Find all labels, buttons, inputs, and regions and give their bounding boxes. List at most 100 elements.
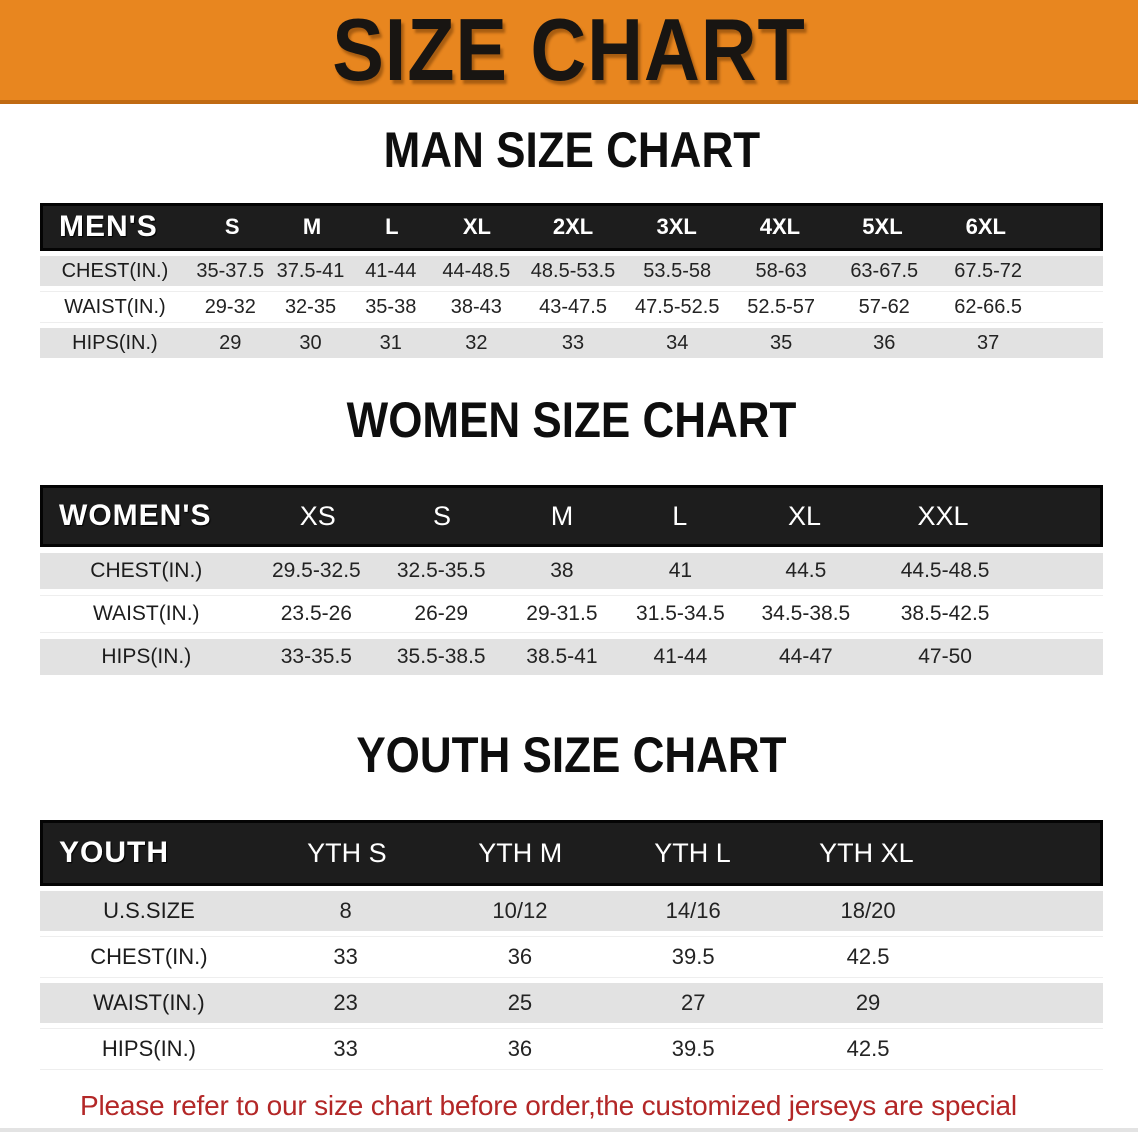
size-value: 43-47.5 [539, 295, 607, 318]
size-value: 41-44 [365, 259, 417, 282]
size-value: 36 [507, 1036, 533, 1061]
youth-section-heading: YOUTH SIZE CHART [40, 729, 1103, 794]
row-label: CHEST(IN.) [61, 259, 169, 282]
size-value: 35 [770, 331, 793, 354]
size-value: 27 [680, 990, 706, 1015]
table-header-label: YOUTH [59, 836, 169, 869]
size-column-header: YTH L [654, 837, 731, 868]
row-label: CHEST(IN.) [90, 559, 203, 582]
table-row: CHEST(IN.) 35-37.5 37.5-41 41-44 44-48.5 48.5… [40, 256, 1103, 286]
size-value: 34.5-38.5 [761, 602, 851, 625]
size-column-header: 5XL [862, 214, 903, 239]
size-value: 39.5 [671, 1036, 715, 1061]
table-row: HIPS(IN.) 29 30 31 32 33 34 35 36 37 [40, 328, 1103, 358]
bottom-edge-strip [0, 1128, 1138, 1132]
size-value: 48.5-53.5 [530, 259, 616, 282]
size-value: 31 [379, 331, 402, 354]
size-value: 39.5 [671, 944, 715, 969]
size-value: 23.5-26 [280, 602, 352, 625]
size-column-header: 2XL [552, 214, 594, 239]
size-value: 36 [507, 944, 533, 969]
size-column-header: XS [299, 500, 336, 531]
size-value: 26-29 [414, 602, 469, 625]
men-section-heading-text: MAN SIZE CHART [383, 122, 760, 178]
size-value: 29 [219, 331, 242, 354]
size-value: 18/20 [840, 898, 896, 923]
row-label: HIPS(IN.) [72, 331, 158, 354]
table-row: CHEST(IN.) 33 36 39.5 42.5 [40, 936, 1103, 978]
size-value: 53.5-58 [643, 259, 712, 282]
size-value: 33 [561, 331, 585, 354]
size-value: 23 [333, 990, 358, 1015]
size-value: 32-35 [284, 295, 337, 318]
size-value: 67.5-72 [954, 259, 1023, 282]
women-size-table: WOMEN'S XS S M L XL XXL CHEST(IN.) 29.5-32.5 32.5… [40, 485, 1103, 675]
table-header-bar: MEN'S S M L XL 2XL 3XL 4XL 5XL 6XL [40, 203, 1103, 251]
size-value: 33 [333, 1036, 358, 1061]
size-value: 31.5-34.5 [636, 602, 725, 625]
size-value: 14/16 [665, 898, 721, 923]
size-value: 38-43 [450, 295, 502, 318]
women-section-heading: WOMEN SIZE CHART [40, 394, 1103, 459]
row-label: CHEST(IN.) [90, 944, 208, 969]
size-value: 10/12 [492, 898, 548, 923]
row-label: U.S.SIZE [103, 898, 195, 923]
size-value: 38.5-41 [526, 645, 598, 668]
size-column-header: XXL [917, 500, 969, 531]
size-column-header: YTH XL [819, 837, 914, 868]
size-column-header: YTH M [478, 837, 563, 868]
size-value: 35.5-38.5 [396, 645, 486, 668]
size-column-header: M [550, 500, 574, 531]
size-column-header: M [302, 214, 322, 239]
size-value: 29 [855, 990, 881, 1015]
row-label: WAIST(IN.) [93, 602, 200, 625]
table-row: U.S.SIZE 8 10/12 14/16 18/20 [40, 891, 1103, 931]
table-row: CHEST(IN.) 29.5-32.5 32.5-35.5 38 41 44.5 44.5… [40, 553, 1103, 589]
size-value: 44.5 [785, 559, 827, 582]
size-value: 33-35.5 [280, 645, 352, 668]
size-value: 32 [465, 331, 488, 354]
row-label: WAIST(IN.) [64, 295, 166, 318]
table-row: WAIST(IN.) 29-32 32-35 35-38 38-43 43-47.5 47.… [40, 291, 1103, 323]
size-value: 35-38 [365, 295, 417, 318]
size-value: 29-31.5 [526, 602, 598, 625]
size-value: 44-47 [778, 645, 833, 668]
women-section-heading-text: WOMEN SIZE CHART [346, 392, 797, 448]
size-value: 42.5 [846, 944, 890, 969]
size-column-header: S [432, 500, 451, 531]
size-column-header: S [224, 214, 240, 239]
table-row: HIPS(IN.) 33-35.5 35.5-38.5 38.5-41 41-44 44-… [40, 639, 1103, 675]
table-row: WAIST(IN.) 23.5-26 26-29 29-31.5 31.5-34.5 34… [40, 595, 1103, 633]
men-section-heading: MAN SIZE CHART [40, 124, 1103, 189]
row-label: WAIST(IN.) [93, 990, 205, 1015]
men-size-table: MEN'S S M L XL 2XL 3XL 4XL 5XL 6XL CHEST(IN.) 35-37… [40, 203, 1103, 358]
size-value: 33 [333, 944, 358, 969]
table-header-bar: YOUTH YTH S YTH M YTH L YTH XL [40, 820, 1103, 886]
size-value: 37.5-41 [276, 259, 345, 282]
table-header-label: WOMEN'S [59, 499, 212, 532]
youth-size-table: YOUTH YTH S YTH M YTH L YTH XL U.S.SIZE 8 10/12… [40, 820, 1103, 1070]
size-column-header: 4XL [759, 214, 801, 239]
row-label: HIPS(IN.) [101, 1036, 197, 1061]
size-value: 32.5-35.5 [396, 559, 486, 582]
size-column-header: YTH S [307, 837, 387, 868]
size-value: 47.5-52.5 [634, 295, 720, 318]
table-row: WAIST(IN.) 23 25 27 29 [40, 983, 1103, 1023]
youth-section-heading-text: YOUTH SIZE CHART [356, 727, 787, 783]
size-value: 47-50 [918, 645, 972, 668]
size-value: 58-63 [755, 259, 807, 282]
size-value: 34 [666, 331, 689, 354]
size-value: 41-44 [653, 645, 708, 668]
row-label: HIPS(IN.) [101, 645, 192, 668]
size-column-header: L [385, 214, 399, 239]
table-row: HIPS(IN.) 33 36 39.5 42.5 [40, 1028, 1103, 1070]
size-column-header: XL [788, 500, 822, 531]
size-value: 8 [339, 898, 352, 923]
size-value: 57-62 [858, 295, 910, 318]
size-value: 63-67.5 [850, 259, 919, 282]
size-column-header: XL [462, 214, 491, 239]
size-value: 37 [977, 331, 1000, 354]
page-title: SIZE CHART [332, 0, 806, 99]
size-value: 38 [550, 559, 574, 582]
